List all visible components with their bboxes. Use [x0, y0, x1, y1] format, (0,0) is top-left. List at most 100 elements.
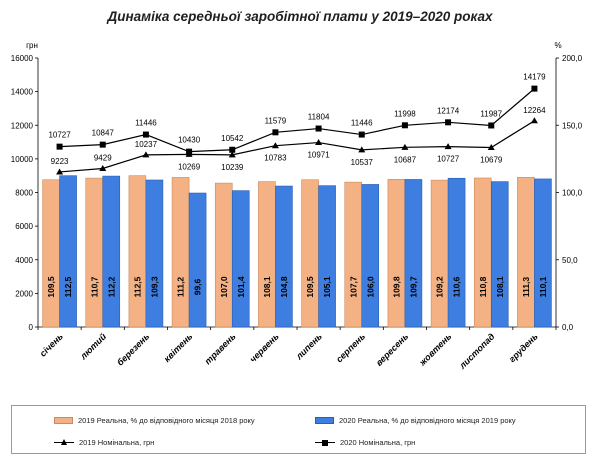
label-2020-nominal: 11804 — [308, 113, 330, 122]
label-2019-nominal: 9429 — [94, 153, 112, 162]
point-2019-nominal — [228, 151, 236, 158]
legend: 2019 Реальна, % до відповідного місяця 2… — [11, 405, 586, 454]
x-category-label: липень — [293, 331, 324, 362]
label-2020-nominal: 11446 — [135, 119, 157, 128]
bar-2020-real — [59, 175, 77, 328]
point-2020-nominal — [229, 146, 236, 153]
label-2020-nominal: 14179 — [523, 73, 546, 82]
bar-label-2019-real: 111,3 — [521, 277, 531, 298]
bar-2019-real — [214, 182, 233, 328]
x-category-label: грудень — [507, 331, 540, 364]
label-2019-nominal: 10237 — [135, 140, 158, 149]
label-2020-nominal: 10727 — [48, 131, 71, 140]
legend-label-2020-real: 2020 Реальна, % до відповідного місяця 2… — [339, 416, 516, 425]
chart-title: Динаміка середньої заробітної плати у 20… — [107, 9, 493, 24]
right-axis-unit: % — [554, 41, 561, 50]
legend-swatch-2020-real — [315, 417, 334, 424]
point-2019-nominal — [358, 146, 366, 153]
bar-2020-real — [447, 177, 466, 328]
legend-label-2020-nominal: 2020 Номінальна, грн — [340, 438, 416, 447]
point-2019-nominal — [315, 139, 323, 146]
bar-2020-real — [102, 175, 121, 328]
bar-label-2020-real: 105,1 — [322, 276, 332, 298]
bar-label-2019-real: 109,8 — [391, 276, 401, 298]
bar-label-2019-real: 108,1 — [262, 276, 272, 298]
label-2020-nominal: 10430 — [178, 136, 201, 145]
label-2019-nominal: 10269 — [178, 162, 201, 171]
point-2020-nominal — [186, 148, 193, 155]
bar-2019-real — [387, 179, 406, 328]
bar-label-2020-real: 108,1 — [495, 276, 505, 298]
label-2020-nominal: 11446 — [351, 119, 373, 128]
legend-item-2019-nominal: 2019 Номінальна, грн — [54, 438, 154, 447]
legend-label-2019-nominal: 2019 Номінальна, грн — [79, 438, 155, 447]
x-category-label: травень — [203, 331, 238, 366]
bar-2019-real — [171, 177, 190, 328]
bar-label-2020-real: 104,8 — [279, 276, 289, 298]
left-tick-label: 6000 — [15, 222, 33, 231]
x-category-label: серпень — [334, 331, 367, 364]
point-2019-nominal — [487, 143, 495, 150]
left-tick-label: 8000 — [15, 189, 33, 198]
left-tick-label: 4000 — [15, 256, 33, 265]
bar-2019-real — [473, 177, 492, 328]
bar-label-2019-real: 110,7 — [89, 276, 99, 297]
bar-2019-real — [42, 179, 60, 328]
bar-2020-real — [231, 190, 250, 328]
point-2020-nominal — [445, 119, 452, 126]
point-2020-nominal — [488, 122, 495, 129]
label-2019-nominal: 10687 — [394, 155, 417, 164]
legend-item-2020-nominal: 2020 Номінальна, грн — [315, 438, 415, 447]
bar-2019-real — [517, 177, 535, 328]
label-2019-nominal: 10679 — [480, 155, 503, 164]
bar-label-2020-real: 110,6 — [452, 276, 462, 297]
bar-2019-real — [258, 181, 276, 328]
bar-label-2019-real: 107,7 — [348, 276, 358, 298]
label-2020-nominal: 11998 — [394, 109, 416, 118]
bar-2019-real — [344, 181, 363, 328]
x-category-label: червень — [248, 331, 281, 364]
labels: 109,5 110,7 112,5 111,2 107,0 108,1 109,5 107,7… — [46, 73, 548, 298]
label-2019-nominal: 9223 — [51, 157, 69, 166]
point-2019-nominal — [444, 143, 452, 150]
bar-label-2019-real: 110,8 — [478, 276, 488, 297]
right-tick-label: 150,0 — [562, 121, 583, 130]
square-marker-icon — [322, 439, 328, 446]
left-tick-label: 2000 — [15, 289, 33, 298]
line-2020-nominal — [59, 88, 535, 153]
bar-2019-real — [128, 175, 147, 328]
point-2020-nominal — [99, 141, 106, 148]
point-2019-nominal — [530, 117, 538, 124]
lines — [56, 85, 538, 175]
point-2020-nominal — [531, 85, 538, 92]
left-tick-label: 14000 — [11, 88, 34, 97]
bar-2020-real — [534, 178, 552, 328]
left-tick-label: 16000 — [11, 54, 34, 63]
bar-label-2020-real: 106,0 — [365, 276, 375, 298]
bar-2019-real — [430, 179, 449, 328]
bar-2020-real — [145, 179, 164, 328]
point-2019-nominal — [401, 143, 409, 150]
point-2020-nominal — [358, 131, 365, 138]
legend-line-2020-nominal — [315, 439, 335, 447]
bar-2020-real — [361, 184, 380, 328]
label-2019-nominal: 10971 — [307, 151, 330, 160]
label-2019-nominal: 10783 — [264, 154, 287, 163]
bar-2020-real — [188, 192, 207, 328]
bar-label-2020-real: 109,7 — [408, 276, 418, 298]
bar-label-2020-real: 112,2 — [106, 276, 116, 297]
bar-2020-real — [404, 179, 423, 328]
x-category-label: березень — [115, 331, 151, 367]
label-2019-nominal: 12264 — [523, 106, 546, 115]
chart-plot: 0 2000 4000 6000 8000 10000 12000 14000 16000 0,0… — [11, 41, 583, 371]
bar-label-2019-real: 109,5 — [46, 276, 56, 298]
left-axis-unit: грн — [26, 41, 38, 50]
label-2019-nominal: 10537 — [351, 158, 374, 167]
right-tick-label: 0,0 — [562, 323, 574, 332]
legend-item-2019-real: 2019 Реальна, % до відповідного місяця 2… — [54, 416, 255, 425]
bar-label-2019-real: 112,5 — [132, 276, 142, 297]
x-category-label: листопад — [457, 331, 497, 371]
bar-label-2020-real: 101,4 — [236, 276, 246, 298]
bar-label-2020-real: 110,1 — [538, 276, 548, 297]
bar-label-2020-real: 109,3 — [149, 276, 159, 298]
